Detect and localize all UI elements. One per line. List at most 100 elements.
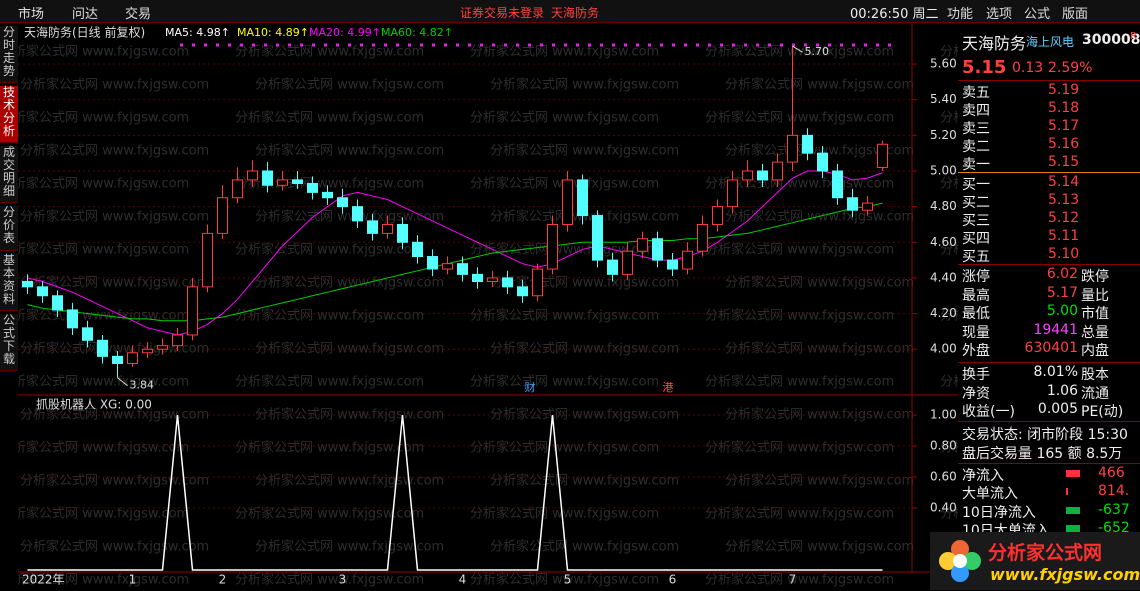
side-tab[interactable]: 分价表 <box>0 206 18 251</box>
candle-body <box>847 197 858 211</box>
candle-body <box>232 179 243 199</box>
watermark: 分析家公式网 www.fxjgsw.com <box>18 440 189 456</box>
candle-body <box>307 182 318 193</box>
watermark: 分析家公式网 www.fxjgsw.com <box>725 143 914 159</box>
candle-body <box>97 339 108 357</box>
candle-body <box>802 134 813 154</box>
candle-body <box>37 286 48 297</box>
book-price: 5.16 <box>1048 136 1080 152</box>
side-tab[interactable]: 公式下载 <box>0 314 18 371</box>
watermark: 分析家公式网 www.fxjgsw.com <box>235 440 424 456</box>
watermark: 分析家公式网 www.fxjgsw.com <box>725 473 914 489</box>
watermark: 分析家公式网 www.fxjgsw.com <box>235 110 424 126</box>
menu-item[interactable]: 市场 <box>18 7 45 22</box>
stat-label: 现量 <box>962 324 990 341</box>
fin-label: 股本 <box>1081 367 1109 383</box>
watermark: 分析家公式网 www.fxjgsw.com <box>940 44 958 60</box>
toolbar-item[interactable]: 选项 <box>986 7 1013 22</box>
menu-item[interactable]: 问达 <box>72 7 99 22</box>
watermark: 分析家公式网 www.fxjgsw.com <box>235 374 424 390</box>
flag: 港 <box>663 381 674 394</box>
flow-bar <box>1066 506 1080 514</box>
menu-item[interactable]: 交易 <box>125 7 152 22</box>
separator <box>958 463 1140 464</box>
y-tick-label: 4.80 <box>930 199 957 213</box>
candle-body <box>757 170 768 181</box>
watermark: 分析家公式网 www.fxjgsw.com <box>235 506 424 522</box>
watermark: 分析家公式网 www.fxjgsw.com <box>705 374 894 390</box>
candle-body <box>637 238 648 252</box>
candle-body <box>712 206 723 225</box>
stat-label: 最低 <box>962 306 990 322</box>
book-price: 5.10 <box>1048 246 1080 262</box>
side-tab[interactable]: 分时走势 <box>0 26 18 83</box>
watermark: 分析家公式网 www.fxjgsw.com <box>235 242 424 258</box>
book-price: 5.17 <box>1048 118 1080 134</box>
toolbar-item[interactable]: 公式 <box>1024 7 1051 22</box>
watermark: 分析家公式网 www.fxjgsw.com <box>725 77 914 93</box>
indicator-label: MA10: 4.89↑ <box>237 26 309 39</box>
watermark: 分析家公式网 www.fxjgsw.com <box>470 506 659 522</box>
candle-body <box>277 179 288 186</box>
watermark: 分析家公式网 www.fxjgsw.com <box>18 176 189 192</box>
watermark: 分析家公式网 www.fxjgsw.com <box>18 374 189 390</box>
toolbar-item[interactable]: 功能 <box>947 7 974 22</box>
separator <box>958 362 1140 363</box>
side-tab[interactable]: 基本资料 <box>0 254 18 311</box>
stock-status: 天海防务 <box>551 6 600 20</box>
fin-value: 8.01% <box>1033 364 1078 380</box>
book-price: 5.11 <box>1048 228 1080 244</box>
fin-label: 流通 <box>1081 385 1109 402</box>
watermark: 分析家公式网 www.fxjgsw.com <box>490 143 679 159</box>
side-tab[interactable]: 成交明细 <box>0 146 18 203</box>
watermark: 分析家公式网 www.fxjgsw.com <box>18 242 189 258</box>
candle-body <box>352 206 363 222</box>
ma-line <box>27 202 883 322</box>
candle-body <box>217 197 228 234</box>
fin-value: 1.06 <box>1046 382 1078 399</box>
watermark: 分析家公式网 www.fxjgsw.com <box>255 407 444 423</box>
book-price: 5.13 <box>1048 192 1080 208</box>
watermark: 分析家公式网 www.fxjgsw.com <box>940 242 958 258</box>
y-tick-label: 5.20 <box>930 128 957 142</box>
x-tick-label: 2 <box>219 573 227 587</box>
chart: 分析家公式网 www.fxjgsw.com 分析家公式网 www.fxjgsw.c… <box>18 24 958 591</box>
candle-body <box>697 223 708 252</box>
watermark: 分析家公式网 www.fxjgsw.com <box>20 77 209 93</box>
watermark: 分析家公式网 www.fxjgsw.com <box>470 440 659 456</box>
candle-body <box>322 191 333 199</box>
candle-body <box>22 280 33 288</box>
flow-label: 净流入 <box>962 468 1004 484</box>
watermark: 分析家公式网 www.fxjgsw.com <box>255 539 444 555</box>
flow-value: 814. <box>1098 483 1130 500</box>
chart-title: 天海防务(日线 前复权) <box>24 25 145 40</box>
candle-body <box>562 179 573 225</box>
candle-body <box>517 286 528 297</box>
x-tick-label: 5 <box>564 573 572 587</box>
candle-body <box>157 345 168 350</box>
top-bar <box>0 0 1140 23</box>
stat-label: 外盘 <box>962 343 990 359</box>
badge: R <box>1130 31 1137 42</box>
watermark: 分析家公式网 www.fxjgsw.com <box>490 407 679 423</box>
watermark: 分析家公式网 www.fxjgsw.com <box>705 110 894 126</box>
trade-info: 盘后交易量 165 额 8.5万 <box>962 446 1123 462</box>
watermark: 分析家公式网 www.fxjgsw.com <box>705 308 894 324</box>
stat-value: 5.17 <box>1046 284 1078 301</box>
candle-body <box>367 220 378 234</box>
flow-bar <box>1066 524 1080 532</box>
watermark: 分析家公式网 www.fxjgsw.com <box>255 77 444 93</box>
watermark: 分析家公式网 www.fxjgsw.com <box>235 44 424 60</box>
y-tick-label: 4.20 <box>930 306 957 320</box>
flow-label: 大单流入 <box>962 486 1018 503</box>
annotation: 5.70 <box>805 45 830 58</box>
book-price: 5.14 <box>1048 174 1080 190</box>
candle-body <box>472 273 483 282</box>
y-tick-label: 4.60 <box>930 235 957 249</box>
candle-body <box>667 259 678 270</box>
watermark: 分析家公式网 www.fxjgsw.com <box>490 539 679 555</box>
flow-label: 10日净流入 <box>962 504 1036 521</box>
toolbar-item[interactable]: 版面 <box>1062 7 1089 22</box>
side-tab-active[interactable]: 技术分析 <box>0 86 18 143</box>
candle-body <box>682 250 693 270</box>
